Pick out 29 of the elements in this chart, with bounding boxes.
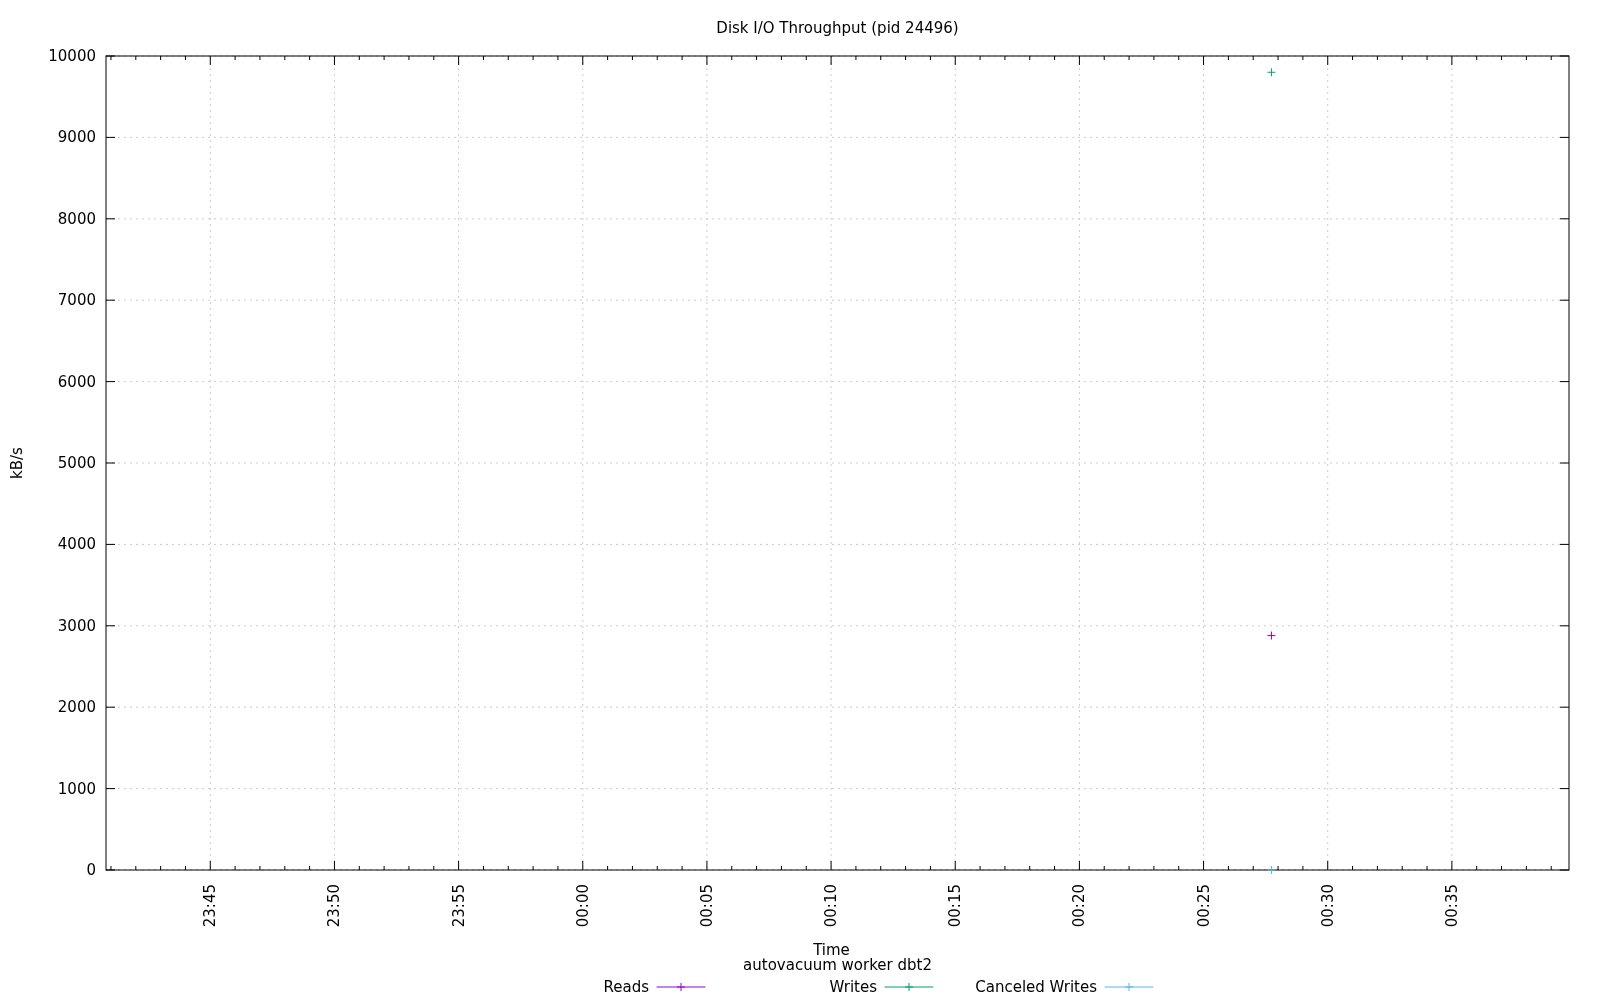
y-tick-label: 9000 [57, 128, 96, 147]
x-tick-label: 00:05 [697, 884, 716, 928]
x-tick-label: 23:50 [325, 884, 344, 928]
x-tick-label: 00:20 [1070, 884, 1089, 928]
y-tick-label: 1000 [57, 779, 96, 798]
x-tick-label: 23:45 [201, 884, 220, 928]
y-tick-label: 10000 [48, 47, 96, 65]
y-tick-label: 8000 [57, 209, 96, 228]
y-tick-label: 4000 [57, 535, 96, 554]
y-tick-label: 3000 [57, 616, 96, 635]
legend-label: Canceled Writes [975, 978, 1098, 996]
y-axis-title: kB/s [8, 446, 26, 479]
x-tick-label: 00:35 [1442, 884, 1461, 928]
x-tick-label: 23:55 [449, 884, 468, 928]
x-tick-label: 00:30 [1318, 884, 1337, 928]
x-tick-label: 00:10 [822, 884, 841, 928]
y-tick-label: 7000 [57, 291, 96, 310]
x-tick-label: 00:25 [1194, 884, 1213, 928]
y-tick-label: 0 [86, 861, 96, 879]
x-tick-label: 00:15 [946, 884, 965, 928]
x-tick-label: 00:00 [573, 884, 592, 928]
legend-label: Reads [603, 978, 650, 996]
y-tick-label: 6000 [57, 372, 96, 391]
legend-label: Writes [829, 978, 878, 996]
y-tick-label: 5000 [57, 454, 96, 472]
text: autovacuum worker dbt2 [743, 956, 932, 974]
x-axis-title: Time [812, 941, 850, 959]
chart-title: Disk I/O Throughput (pid 24496) [716, 19, 959, 37]
y-tick-label: 2000 [57, 698, 96, 717]
